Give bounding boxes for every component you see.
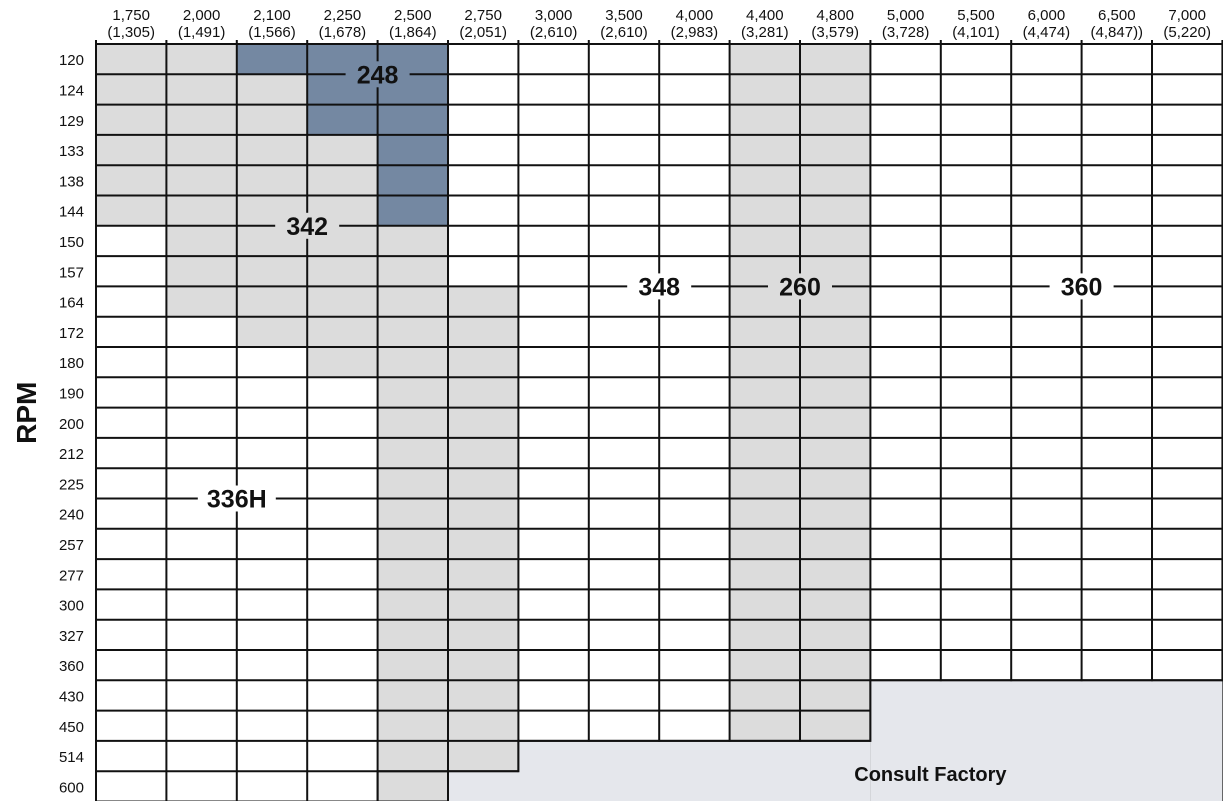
column-label-hp: 6,000 — [1028, 7, 1066, 24]
column-label-hp: 2,500 — [394, 7, 432, 24]
column-label-kw: (1,305) — [107, 24, 155, 41]
column-label-kw: (1,491) — [178, 24, 226, 41]
region-label-bg — [197, 485, 276, 512]
row-label: 450 — [59, 719, 84, 736]
column-label-hp: 4,400 — [746, 7, 784, 24]
column-label-kw: (5,220) — [1163, 24, 1211, 41]
column-label-kw: (2,983) — [671, 24, 719, 41]
row-label: 144 — [59, 204, 84, 221]
column-label-hp: 1,750 — [112, 7, 150, 24]
region-label-bg — [275, 212, 340, 239]
row-label: 300 — [59, 598, 84, 615]
column-label-kw: (4,847)) — [1091, 24, 1144, 41]
row-label: 212 — [59, 446, 84, 463]
region-248-cell — [236, 44, 448, 75]
consult-factory-area — [449, 772, 520, 805]
column-label-kw: (1,678) — [319, 24, 367, 41]
row-label: 240 — [59, 507, 84, 524]
column-label-kw: (3,281) — [741, 24, 789, 41]
column-label-hp: 3,000 — [535, 7, 573, 24]
column-label-hp: 5,500 — [957, 7, 995, 24]
region-label-bg — [627, 273, 692, 300]
region-label-bg — [345, 61, 410, 88]
row-label: 180 — [59, 355, 84, 372]
region-342-cell — [307, 347, 378, 378]
row-label: 133 — [59, 143, 84, 160]
region-label-360: 360 — [1061, 273, 1103, 301]
region-label-bg — [768, 273, 832, 300]
region-348-cell — [377, 771, 448, 802]
column-label-hp: 2,000 — [183, 7, 221, 24]
row-label: 200 — [59, 416, 84, 433]
row-label: 172 — [59, 325, 84, 342]
row-label: 129 — [59, 113, 84, 130]
region-label-bg — [1049, 273, 1114, 300]
column-label-kw: (2,610) — [600, 24, 648, 41]
column-label-hp: 7,000 — [1168, 7, 1206, 24]
region-label-260: 260 — [779, 273, 821, 301]
row-label: 225 — [59, 476, 84, 493]
region-248-cell — [377, 134, 448, 226]
column-label-kw: (2,610) — [530, 24, 578, 41]
column-label-hp: 4,800 — [816, 7, 854, 24]
column-label-hp: 3,500 — [605, 7, 643, 24]
row-label: 277 — [59, 567, 84, 584]
row-label: 157 — [59, 264, 84, 281]
column-label-kw: (1,864) — [389, 24, 437, 41]
row-label: 164 — [59, 295, 84, 312]
column-label-hp: 5,000 — [887, 7, 925, 24]
column-label-kw: (1,566) — [248, 24, 296, 41]
row-label: 120 — [59, 52, 84, 69]
row-label: 190 — [59, 385, 84, 402]
consult-factory-label: Consult Factory — [854, 764, 1007, 786]
consult-factory-border — [376, 679, 1223, 802]
column-label-kw: (3,728) — [882, 24, 930, 41]
row-label: 327 — [59, 628, 84, 645]
y-axis-label: RPM — [11, 382, 42, 444]
row-label: 150 — [59, 234, 84, 251]
column-label-kw: (3,579) — [811, 24, 859, 41]
column-label-hp: 2,100 — [253, 7, 291, 24]
column-label-kw: (4,474) — [1023, 24, 1071, 41]
row-label: 124 — [59, 82, 84, 99]
column-label-hp: 2,250 — [324, 7, 362, 24]
region-label-336H: 336H — [207, 486, 267, 514]
region-342-cell — [166, 225, 378, 317]
column-label-kw: (4,101) — [952, 24, 1000, 41]
row-label: 600 — [59, 779, 84, 796]
row-label: 257 — [59, 537, 84, 554]
row-label: 430 — [59, 688, 84, 705]
consult-factory-area — [870, 681, 1223, 805]
region-label-342: 342 — [286, 213, 328, 241]
region-label-248: 248 — [357, 61, 399, 89]
consult-factory-area — [518, 741, 871, 805]
row-label: 138 — [59, 173, 84, 190]
region-label-348: 348 — [638, 273, 680, 301]
row-label: 514 — [59, 749, 84, 766]
column-label-hp: 6,500 — [1098, 7, 1136, 24]
column-label-kw: (2,051) — [459, 24, 507, 41]
column-label-hp: 2,750 — [464, 7, 502, 24]
column-label-hp: 4,000 — [676, 7, 714, 24]
row-label: 360 — [59, 658, 84, 675]
